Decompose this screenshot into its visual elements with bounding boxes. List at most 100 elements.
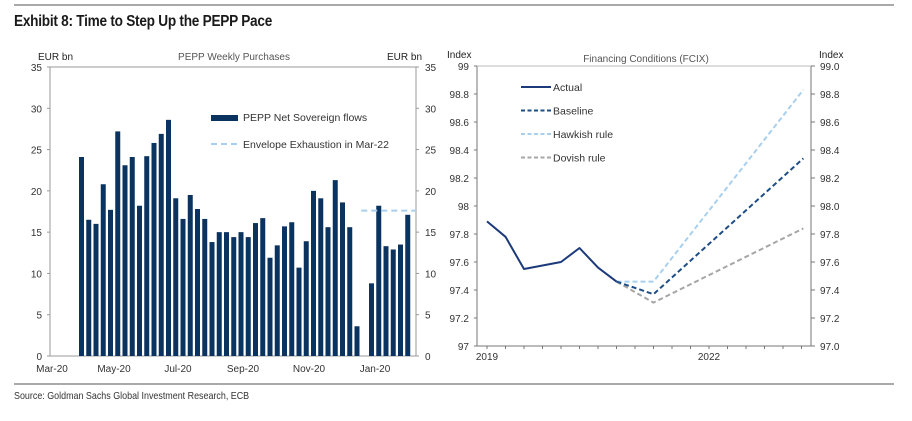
left-x-tick-label: Jan-20 — [360, 364, 391, 375]
fcix-x-tick-label: 2022 — [698, 352, 721, 363]
bar-net-sovereign-flows — [180, 218, 186, 356]
bar-net-sovereign-flows — [245, 237, 251, 356]
left-chart-right-y-axis-title: EUR bn — [387, 52, 422, 63]
bar-net-sovereign-flows — [209, 242, 215, 356]
source-note: Source: Goldman Sachs Global Investment … — [14, 390, 250, 402]
bar-net-sovereign-flows — [332, 180, 338, 356]
bar-net-sovereign-flows — [369, 283, 374, 356]
left-chart-right-y-tick-label: 20 — [425, 187, 437, 198]
bar-net-sovereign-flows — [260, 218, 266, 356]
left-chart-right-y-tick-label: 30 — [425, 104, 437, 115]
right-chart-left-y-axis-title: Index — [447, 50, 471, 61]
bar-net-sovereign-flows — [115, 131, 121, 356]
left-chart-right-y-tick-label: 10 — [425, 269, 437, 280]
legend-label-hawkish-rule: Hawkish rule — [553, 129, 613, 141]
bar-net-sovereign-flows — [173, 198, 179, 356]
left-chart-right-y-tick-label: 15 — [425, 228, 437, 239]
bar-net-sovereign-flows — [231, 237, 237, 356]
bar-net-sovereign-flows — [144, 156, 150, 356]
left-y-tick-label: 25 — [31, 146, 43, 157]
left-y-tick-label: 35 — [31, 63, 43, 74]
bar-net-sovereign-flows — [137, 205, 142, 356]
bar-net-sovereign-flows — [100, 184, 106, 356]
left-x-tick-label: Jul-20 — [164, 364, 192, 375]
bar-net-sovereign-flows — [325, 227, 331, 356]
legend-swatch-net-sovereign-flows — [211, 115, 238, 121]
bar-net-sovereign-flows — [187, 194, 193, 356]
series-line-hawkish-rule — [616, 89, 805, 283]
fcix-right-y-tick-label: 98.4 — [820, 146, 840, 157]
left-y-tick-label: 10 — [31, 269, 43, 280]
bar-net-sovereign-flows — [274, 245, 280, 356]
fcix-right-y-tick-label: 97.4 — [820, 286, 840, 297]
left-chart-right-y-tick-label: 35 — [425, 63, 437, 74]
left-x-tick-label: May-20 — [97, 364, 131, 375]
legend-label-actual: Actual — [553, 82, 582, 94]
bottom-rule — [14, 383, 894, 385]
right-chart-right-y-axis-title: Index — [819, 50, 843, 61]
left-y-tick-label: 5 — [36, 311, 42, 322]
bar-net-sovereign-flows — [390, 249, 396, 356]
bar-net-sovereign-flows — [347, 227, 353, 356]
bar-net-sovereign-flows — [122, 165, 128, 356]
legend-label-envelope-exhaustion: Envelope Exhaustion in Mar-22 — [243, 139, 389, 151]
fcix-right-y-tick-label: 97.0 — [820, 342, 840, 353]
bar-net-sovereign-flows — [79, 157, 84, 356]
fcix-left-y-tick-label: 97.8 — [450, 230, 470, 241]
fcix-right-y-tick-label: 98.2 — [820, 174, 840, 185]
bar-net-sovereign-flows — [383, 246, 389, 356]
left-y-tick-label: 30 — [31, 104, 43, 115]
bar-net-sovereign-flows — [151, 142, 157, 356]
bar-net-sovereign-flows — [318, 198, 324, 356]
bar-net-sovereign-flows — [195, 209, 200, 356]
right-chart-title: Financing Conditions (FCIX) — [583, 54, 709, 65]
fcix-left-y-tick-label: 99 — [458, 62, 470, 73]
legend-label-baseline: Baseline — [553, 106, 593, 118]
fcix-right-y-tick-label: 99.0 — [820, 62, 840, 73]
fcix-left-y-tick-label: 98 — [458, 202, 470, 213]
bar-net-sovereign-flows — [93, 223, 99, 356]
series-line-actual — [486, 220, 618, 283]
fcix-left-y-tick-label: 97 — [458, 342, 470, 353]
bar-net-sovereign-flows — [238, 232, 244, 356]
bar-net-sovereign-flows — [405, 214, 411, 356]
bar-net-sovereign-flows — [311, 190, 316, 356]
top-rule — [14, 4, 894, 6]
bar-net-sovereign-flows — [340, 202, 345, 356]
bar-net-sovereign-flows — [296, 267, 302, 356]
fcix-left-y-tick-label: 97.6 — [450, 258, 470, 269]
left-y-tick-label: 20 — [31, 187, 43, 198]
fcix-chart: Index Financing Conditions (FCIX) Index … — [447, 50, 843, 363]
left-y-axis-title: EUR bn — [38, 52, 73, 63]
bar-net-sovereign-flows — [166, 119, 171, 357]
fcix-right-y-tick-label: 97.8 — [820, 230, 840, 241]
bar-net-sovereign-flows — [289, 222, 295, 356]
fcix-right-y-tick-label: 98.6 — [820, 118, 840, 129]
series-line-dovish-rule — [616, 227, 804, 304]
bar-net-sovereign-flows — [354, 326, 360, 356]
bar-net-sovereign-flows — [86, 219, 92, 356]
fcix-left-y-tick-label: 97.4 — [450, 286, 470, 297]
left-y-tick-label: 15 — [31, 228, 43, 239]
left-x-tick-label: Nov-20 — [293, 364, 326, 375]
fcix-left-y-tick-label: 98.4 — [450, 146, 470, 157]
fcix-left-y-tick-label: 98.6 — [450, 118, 470, 129]
fcix-right-y-tick-label: 97.2 — [820, 314, 840, 325]
fcix-left-y-tick-label: 97.2 — [450, 314, 470, 325]
left-chart-right-y-tick-label: 25 — [425, 146, 437, 157]
fcix-left-y-tick-label: 98.8 — [450, 90, 470, 101]
fcix-left-y-tick-label: 98.2 — [450, 174, 470, 185]
left-chart-right-y-tick-label: 0 — [425, 352, 431, 363]
bar-net-sovereign-flows — [253, 223, 258, 356]
left-y-tick-label: 0 — [36, 352, 42, 363]
bar-net-sovereign-flows — [267, 257, 273, 356]
bar-net-sovereign-flows — [376, 205, 382, 356]
left-x-tick-label: Sep-20 — [227, 364, 260, 375]
bar-net-sovereign-flows — [282, 226, 287, 356]
bar-net-sovereign-flows — [224, 232, 229, 356]
bar-net-sovereign-flows — [158, 133, 164, 356]
fcix-right-y-tick-label: 97.6 — [820, 258, 840, 269]
fcix-right-y-tick-label: 98.8 — [820, 90, 840, 101]
exhibit-title: Exhibit 8: Time to Step Up the PEPP Pace — [14, 13, 273, 30]
